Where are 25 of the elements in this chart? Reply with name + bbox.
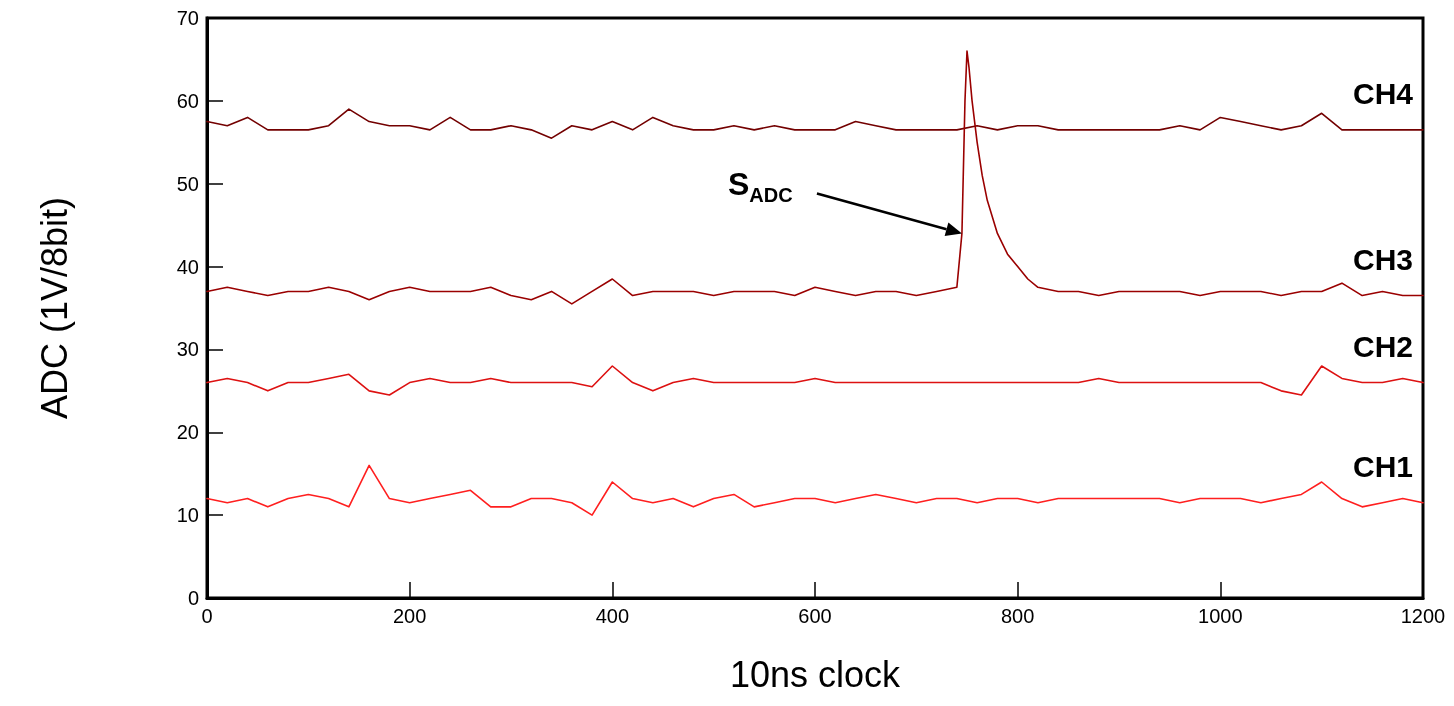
y-tick-label: 70	[176, 7, 199, 29]
x-tick-label: 1200	[1400, 605, 1446, 627]
annotation: S$_{ADC}$	[727, 165, 793, 207]
line-series	[206, 108, 1424, 139]
x-tick-label: 200	[392, 605, 427, 627]
y-tick-label: 60	[176, 89, 199, 112]
y-tick-label: 0	[187, 587, 199, 609]
y-tick-label: 30	[176, 338, 199, 361]
x-tick-label: 400	[595, 605, 630, 627]
y-axis-title: ADC (1V/8bit)	[33, 196, 75, 420]
x-tick-label: 600	[798, 605, 832, 627]
x-tick-label: 800	[1000, 605, 1035, 627]
series-label: CH1	[1352, 450, 1413, 484]
series-label: CH4	[1352, 77, 1414, 111]
y-tick-label: 20	[176, 421, 199, 444]
series-label: CH3	[1352, 243, 1413, 277]
y-tick-label: 10	[176, 504, 199, 527]
y-tick-label: 50	[176, 172, 199, 195]
x-tick-label: 0	[201, 605, 213, 627]
line-series	[206, 365, 1424, 396]
x-axis-title: 10ns clock	[729, 653, 902, 695]
series-label: CH2	[1352, 330, 1413, 364]
y-tick-label: 40	[176, 255, 199, 278]
x-tick-label: 1000	[1198, 605, 1243, 627]
line-series	[206, 50, 1424, 305]
